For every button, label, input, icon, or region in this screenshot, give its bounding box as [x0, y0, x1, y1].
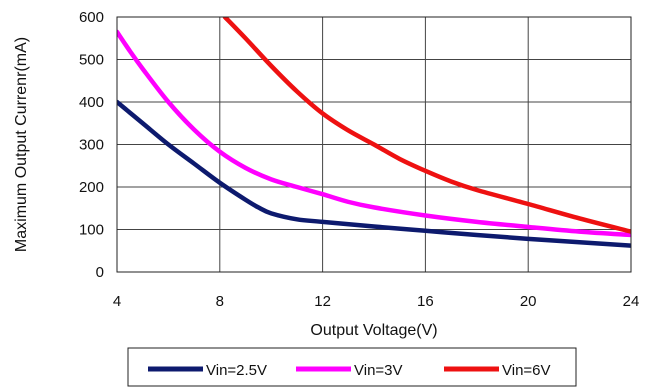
series-line-vin-3v [117, 29, 631, 238]
series-line-vin-2-5v [117, 99, 631, 248]
x-tick-label: 20 [520, 293, 537, 310]
x-tick-label: 12 [314, 293, 331, 310]
legend-label-vin-2-5v: Vin=2.5V [206, 362, 267, 379]
plot-area-frame [116, 16, 632, 273]
x-tick-label: 8 [216, 293, 224, 310]
y-tick-label: 600 [79, 9, 104, 26]
legend-label-vin-6v: Vin=6V [502, 362, 551, 379]
x-tick-label: 24 [623, 293, 640, 310]
y-axis-title: Maximum Output Currenr(mA) [13, 37, 30, 252]
y-tick-label: 200 [79, 179, 104, 196]
legend-label-vin-3v: Vin=3V [354, 362, 403, 379]
series-lines [117, 17, 631, 248]
y-tick-label: 100 [79, 222, 104, 239]
y-tick-label: 500 [79, 52, 104, 69]
x-tick-label: 16 [417, 293, 434, 310]
y-tick-label: 0 [96, 264, 104, 281]
y-tick-label: 300 [79, 137, 104, 154]
tick-labels: 0 100 200 300 400 500 600 4 8 12 16 20 24 [79, 9, 639, 310]
x-axis-title: Output Voltage(V) [310, 322, 437, 339]
x-tick-label: 4 [113, 293, 121, 310]
series-line-vin-6v [222, 17, 631, 234]
y-tick-label: 400 [79, 94, 104, 111]
legend: Vin=2.5V Vin=3V Vin=6V [127, 347, 577, 387]
